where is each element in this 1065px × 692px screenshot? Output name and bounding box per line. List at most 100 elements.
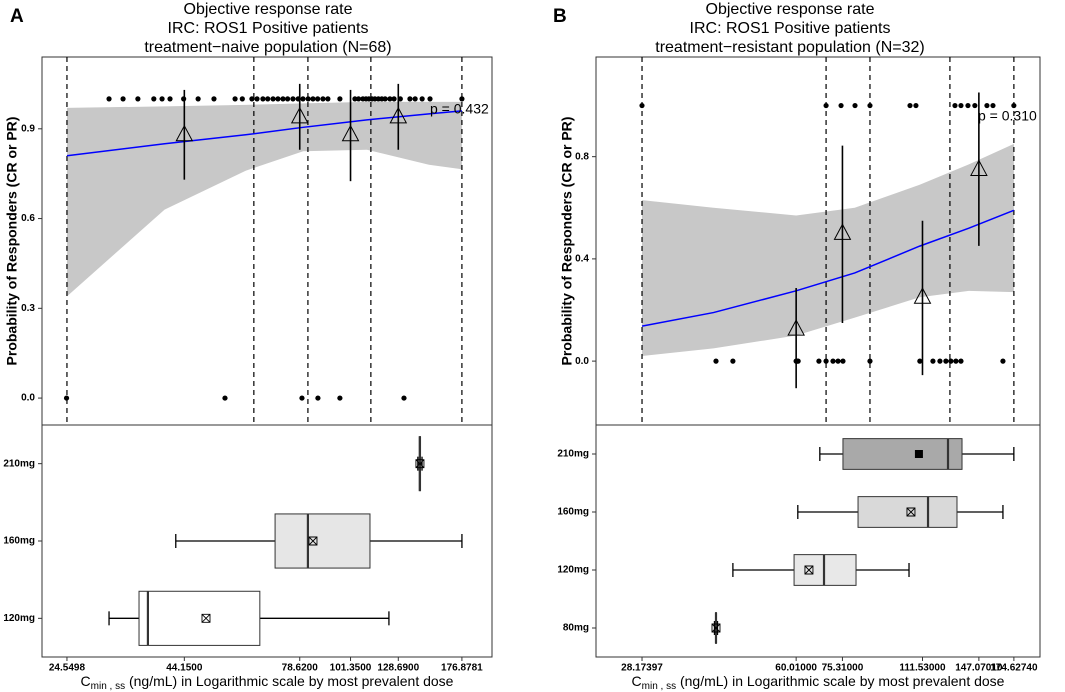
observed-point xyxy=(305,96,311,102)
chart-title: treatment−naive population (N=68) xyxy=(144,39,391,56)
x-label-rest: (ng/mL) in Logarithmic scale by most pre… xyxy=(125,673,454,689)
observed-point xyxy=(159,96,165,102)
x-tick-label: 174.62740 xyxy=(990,663,1038,674)
x-axis-label: Cmin , ss (ng/mL) in Logarithmic scale b… xyxy=(632,673,1005,692)
chart-title: IRC: ROS1 Positive patients xyxy=(690,20,891,37)
chart-title: Objective response rate xyxy=(184,1,353,18)
x-axis-label: Cmin , ss (ng/mL) in Logarithmic scale b… xyxy=(81,673,454,692)
observed-point xyxy=(280,96,286,102)
observed-point xyxy=(285,96,291,102)
x-label-base: C xyxy=(632,673,642,689)
observed-point xyxy=(823,358,829,364)
observed-point xyxy=(239,96,245,102)
observed-point xyxy=(639,102,645,109)
observed-point xyxy=(917,358,923,364)
observed-point xyxy=(948,358,954,364)
observed-point xyxy=(270,96,276,102)
observed-point xyxy=(835,358,841,364)
observed-point xyxy=(958,358,964,364)
x-tick-label: 60.01000 xyxy=(775,663,817,674)
observed-point xyxy=(232,96,238,102)
x-label-sub: min , ss xyxy=(91,681,125,692)
observed-point xyxy=(907,102,913,109)
x-label-base: C xyxy=(81,673,91,689)
x-tick-label: 24.5498 xyxy=(49,663,86,674)
observed-point xyxy=(419,96,425,102)
observed-point xyxy=(952,102,958,109)
mean-marker xyxy=(804,565,814,575)
panel-label: A xyxy=(10,6,24,27)
y-tick-label: 0.0 xyxy=(21,393,35,404)
observed-point xyxy=(930,358,936,364)
quantile-marker xyxy=(341,124,360,142)
x-tick-label: 111.53000 xyxy=(899,663,946,674)
observed-point xyxy=(254,96,260,102)
observed-point xyxy=(275,96,281,102)
category-label: 120mg xyxy=(557,565,589,576)
observed-point xyxy=(222,395,228,401)
observed-point xyxy=(63,395,70,401)
observed-point xyxy=(953,358,959,364)
y-tick-label: 0.6 xyxy=(21,213,35,224)
observed-point xyxy=(355,96,362,102)
observed-point xyxy=(838,102,844,109)
observed-point xyxy=(320,96,326,102)
quantile-marker xyxy=(833,223,852,240)
box xyxy=(842,438,963,470)
observed-point xyxy=(391,96,397,102)
chart-title: IRC: ROS1 Positive patients xyxy=(168,20,369,37)
x-tick-label: 78.6200 xyxy=(282,663,319,674)
quantile-marker xyxy=(389,106,408,124)
observed-point xyxy=(337,395,343,401)
observed-point xyxy=(315,395,321,401)
quantile-marker xyxy=(290,106,309,124)
x-tick-label: 176.8781 xyxy=(441,663,483,674)
mean-marker xyxy=(906,507,916,517)
quantile-marker xyxy=(913,287,932,304)
x-tick-label: 128.6900 xyxy=(377,663,419,674)
x-tick-label: 44.1500 xyxy=(166,663,203,674)
box xyxy=(138,590,261,646)
x-tick-label: 147.07010 xyxy=(955,663,1003,674)
observed-point xyxy=(195,96,201,102)
observed-point xyxy=(816,358,822,364)
confidence-band xyxy=(642,143,1014,356)
observed-point xyxy=(427,96,433,102)
mean-marker xyxy=(415,459,425,469)
observed-point xyxy=(167,96,173,102)
observed-point xyxy=(401,395,407,401)
observed-point xyxy=(823,102,829,109)
p-value: p = 0.310 xyxy=(978,107,1037,123)
category-label: 210mg xyxy=(3,458,35,469)
observed-point xyxy=(943,358,949,364)
confidence-band xyxy=(66,101,462,297)
box xyxy=(857,496,958,528)
y-tick-label: 0.4 xyxy=(575,254,589,265)
p-value: p = 0.432 xyxy=(430,101,489,117)
mean-marker xyxy=(711,623,721,633)
y-tick-label: 0.9 xyxy=(21,123,35,134)
observed-point xyxy=(151,96,157,102)
observed-point xyxy=(984,102,990,109)
observed-point xyxy=(412,96,418,102)
observed-point xyxy=(310,96,316,102)
quantile-marker xyxy=(787,319,805,336)
observed-point xyxy=(713,358,719,364)
x-label-rest: (ng/mL) in Logarithmic scale by most pre… xyxy=(676,673,1005,689)
observed-point xyxy=(300,96,306,102)
y-tick-label: 0.0 xyxy=(575,356,589,367)
box-frame xyxy=(595,424,1041,658)
fit-curve xyxy=(641,209,1015,327)
observed-point xyxy=(965,102,971,109)
observed-point xyxy=(382,96,388,102)
observed-point xyxy=(352,96,358,102)
observed-point xyxy=(260,96,266,102)
category-label: 160mg xyxy=(3,536,35,547)
y-axis-label: Probability of Responders (CR or PR) xyxy=(4,117,20,366)
observed-point xyxy=(730,358,736,364)
observed-point xyxy=(337,96,343,102)
chart-title: treatment−resistant population (N=32) xyxy=(655,39,924,56)
quantile-marker xyxy=(970,159,988,176)
observed-point xyxy=(830,358,836,364)
